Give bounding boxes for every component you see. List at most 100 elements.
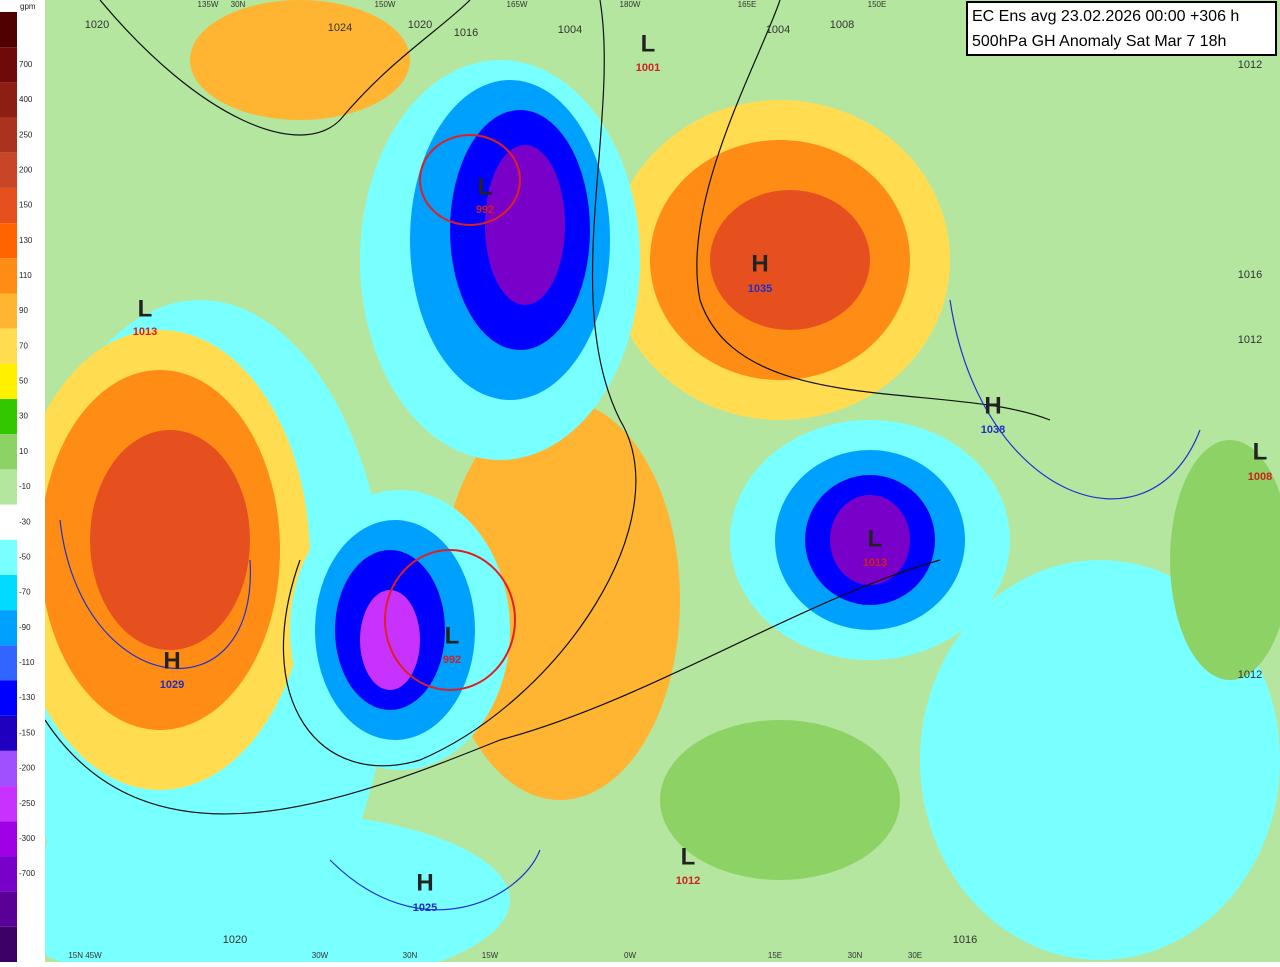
lon-label: 30N — [848, 951, 863, 960]
legend-swatch — [0, 786, 17, 822]
isobar-label: 1012 — [1238, 334, 1262, 346]
lon-label: 15W — [482, 951, 499, 960]
legend-swatch — [0, 891, 17, 927]
red-isobars — [384, 134, 521, 691]
isobar-label: 1020 — [408, 19, 432, 31]
lon-label: 30N — [231, 0, 246, 9]
legend-swatch — [0, 434, 17, 470]
title-box — [966, 1, 1277, 56]
lon-label: 30E — [908, 951, 922, 960]
legend-label: -150 — [19, 728, 36, 737]
legend-swatch — [0, 750, 17, 787]
legend-swatch — [0, 821, 17, 857]
legend-swatch — [0, 47, 17, 83]
lon-label: 135W — [198, 0, 219, 9]
legend-label: -200 — [19, 764, 36, 773]
center-value: 1029 — [160, 679, 184, 691]
lon-label: 15E — [768, 951, 782, 960]
blue-isobars — [59, 299, 1201, 911]
lon-label: 165W — [507, 0, 528, 9]
center-value: 1025 — [413, 902, 437, 914]
legend-swatch — [0, 399, 17, 435]
lon-label: 165E — [738, 0, 757, 9]
lon-label: 180W — [620, 0, 641, 9]
longitude-labels: 135W 30N 150W 165W 180W 165E 150E 15N 45… — [68, 0, 922, 960]
center-type: H — [984, 392, 1001, 419]
legend-swatch — [0, 856, 17, 892]
isobar-label: 1012 — [1238, 669, 1262, 681]
legend-swatch — [0, 680, 17, 716]
centers: L 1001 L 992 H 1035 L 1013 H 1038 L 1008… — [133, 30, 1272, 914]
center-value: 1001 — [636, 62, 660, 74]
legend-label: 30 — [19, 412, 28, 421]
isobar-label: 1016 — [454, 27, 478, 39]
center-value: 1035 — [748, 283, 772, 295]
legend-swatch — [0, 152, 17, 188]
legend-label: -10 — [19, 482, 31, 491]
legend-swatch — [0, 645, 17, 681]
isobar-label: 1004 — [766, 24, 790, 36]
legend-swatch — [0, 610, 17, 646]
title: EC Ens avg 23.02.2026 00:00 +306 h — [972, 8, 1239, 25]
legend-swatch — [0, 117, 17, 153]
isobar-labels: 1020 1024 1020 1016 1004 1004 1008 1012 … — [85, 19, 1262, 946]
center-type: H — [751, 250, 768, 277]
legend-label: 130 — [19, 236, 33, 245]
center-value: 1012 — [676, 875, 700, 887]
legend-label: -90 — [19, 623, 31, 632]
center-value: 1013 — [133, 326, 157, 338]
lon-label: 30W — [312, 951, 329, 960]
lon-label: 0W — [624, 951, 636, 960]
legend-swatch — [0, 504, 17, 540]
legend-swatch — [0, 574, 17, 611]
lon-label: 15N 45W — [68, 951, 102, 960]
legend-swatch — [0, 539, 17, 575]
center-type: L — [641, 30, 656, 57]
isobar-label: 1008 — [830, 19, 854, 31]
legend-label: 50 — [19, 377, 28, 386]
isobar-label: 1020 — [223, 934, 247, 946]
legend-swatch — [0, 258, 17, 294]
legend-label: 700 — [19, 60, 33, 69]
lon-label: 150E — [868, 0, 887, 9]
legend-label: -70 — [19, 588, 31, 597]
center-type: L — [868, 525, 883, 552]
legend-swatch — [0, 223, 17, 259]
isobar-label: 1012 — [1238, 59, 1262, 71]
legend-label: -300 — [19, 834, 36, 843]
isobar-label: 1016 — [953, 934, 977, 946]
legend-label: -250 — [19, 799, 36, 808]
center-type: H — [416, 869, 433, 896]
legend: gpm 700 400 250 200 150 130 110 90 70 50 30 10 -10 -3… — [0, 2, 36, 962]
legend-label: 70 — [19, 341, 28, 350]
legend-label: 250 — [19, 130, 33, 139]
legend-label: -110 — [19, 658, 35, 667]
legend-label: 110 — [19, 271, 32, 280]
subtitle: 500hPa GH Anomaly Sat Mar 7 18h — [972, 33, 1226, 50]
center-type: L — [138, 295, 153, 322]
legend-label: -50 — [19, 552, 31, 561]
isobar-lines — [44, 0, 1051, 815]
center-value: 1038 — [981, 424, 1005, 436]
legend-swatch — [0, 363, 17, 400]
isobar-label: 1016 — [1238, 269, 1262, 281]
legend-label: 90 — [19, 306, 28, 315]
center-value: 1008 — [1248, 471, 1272, 483]
legend-swatch — [0, 469, 17, 505]
legend-swatch — [0, 187, 17, 224]
isobar-label: 1024 — [328, 22, 352, 34]
legend-label: -130 — [19, 693, 36, 702]
lon-label: 30N — [403, 951, 418, 960]
legend-swatch — [0, 715, 17, 751]
legend-swatch — [0, 926, 17, 962]
legend-swatch — [0, 293, 17, 329]
center-type: L — [1253, 438, 1268, 465]
center-type: L — [478, 173, 493, 200]
center-type: L — [681, 843, 696, 870]
legend-swatch — [0, 82, 17, 118]
legend-label: 150 — [19, 201, 33, 210]
center-type: H — [163, 647, 180, 674]
legend-label: -30 — [19, 517, 31, 526]
